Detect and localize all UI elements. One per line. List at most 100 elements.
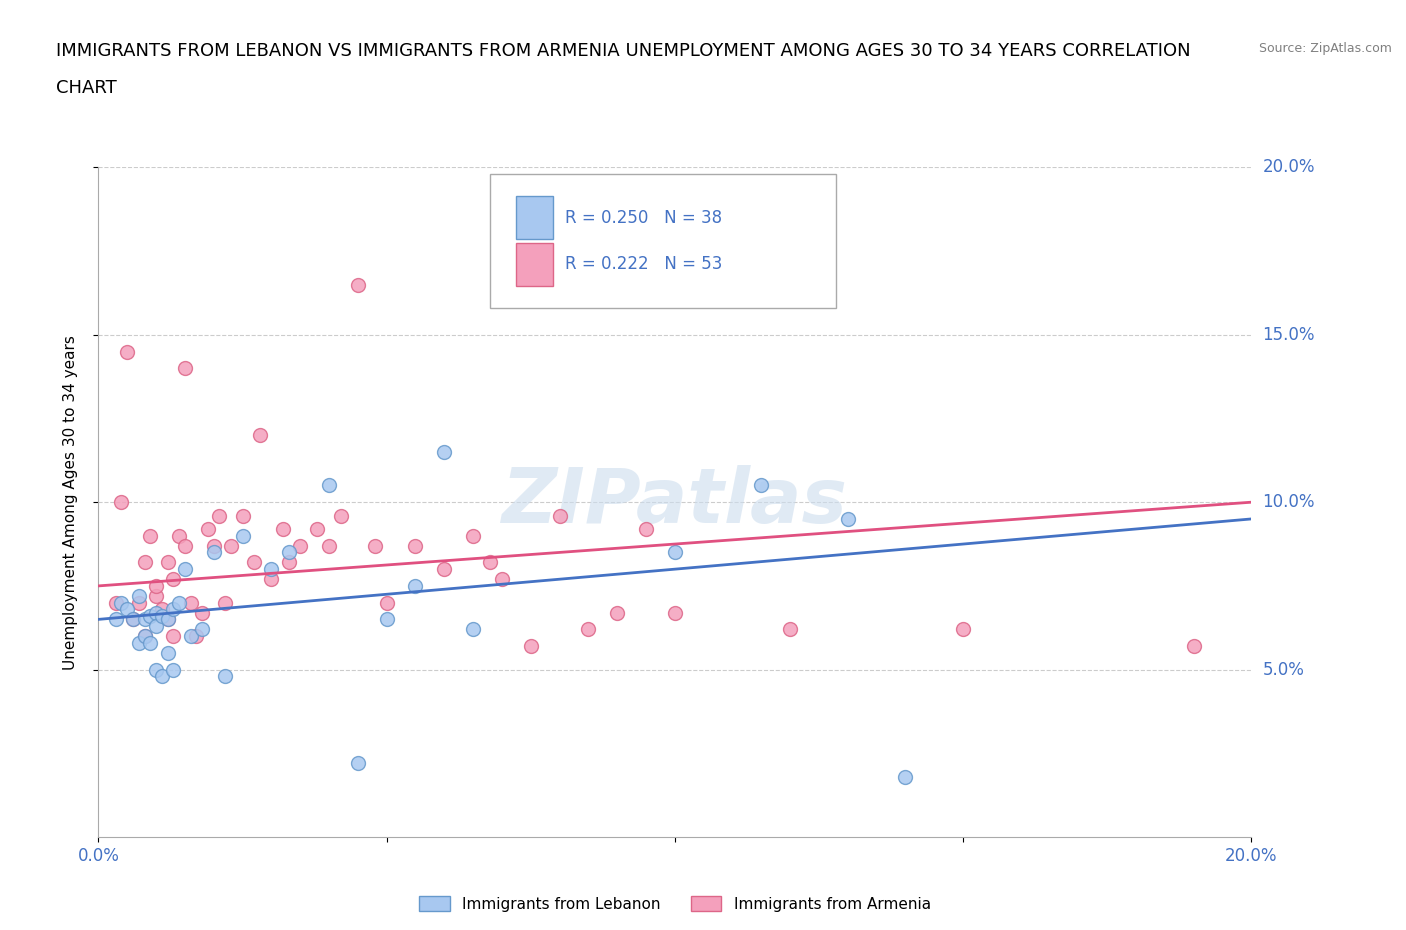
Text: 15.0%: 15.0% <box>1263 326 1315 344</box>
Point <box>128 635 150 650</box>
Point <box>139 635 162 650</box>
Point <box>346 756 368 771</box>
Point <box>122 612 145 627</box>
Text: Source: ZipAtlas.com: Source: ZipAtlas.com <box>1258 42 1392 55</box>
Text: 20.0%: 20.0% <box>1263 158 1315 177</box>
Point <box>260 562 283 577</box>
Point <box>134 629 156 644</box>
Point <box>167 595 190 610</box>
Point <box>433 562 456 577</box>
Text: R = 0.222   N = 53: R = 0.222 N = 53 <box>565 256 723 273</box>
Point <box>191 622 214 637</box>
Point <box>346 277 368 292</box>
Point <box>162 629 184 644</box>
Point <box>231 508 254 523</box>
Point <box>145 578 167 593</box>
Text: 5.0%: 5.0% <box>1263 660 1305 679</box>
Point <box>219 538 242 553</box>
Point <box>139 608 162 623</box>
Point <box>520 639 543 654</box>
Point <box>162 602 184 617</box>
Point <box>260 572 283 587</box>
Point <box>174 562 197 577</box>
Point <box>461 622 484 637</box>
FancyBboxPatch shape <box>491 174 837 308</box>
Point <box>894 769 917 784</box>
Point <box>405 578 427 593</box>
Point <box>186 629 208 644</box>
Point <box>162 662 184 677</box>
Point <box>128 595 150 610</box>
Point <box>364 538 387 553</box>
Point <box>249 428 271 443</box>
Point <box>197 522 219 537</box>
Point <box>180 595 202 610</box>
Point <box>837 512 859 526</box>
Point <box>277 555 299 570</box>
Point <box>318 478 340 493</box>
Point <box>952 622 974 637</box>
Point <box>110 595 132 610</box>
Point <box>145 605 167 620</box>
Point <box>606 605 628 620</box>
Point <box>134 555 156 570</box>
Point <box>128 589 150 604</box>
Point <box>134 612 156 627</box>
Point <box>104 612 127 627</box>
Point <box>156 612 179 627</box>
Point <box>405 538 427 553</box>
Point <box>202 545 225 560</box>
Point <box>318 538 340 553</box>
Point <box>156 612 179 627</box>
Point <box>150 608 173 623</box>
Point <box>375 612 398 627</box>
Point <box>243 555 266 570</box>
Point <box>145 618 167 633</box>
Text: IMMIGRANTS FROM LEBANON VS IMMIGRANTS FROM ARMENIA UNEMPLOYMENT AMONG AGES 30 TO: IMMIGRANTS FROM LEBANON VS IMMIGRANTS FR… <box>56 42 1191 60</box>
Point <box>461 528 484 543</box>
Point <box>167 528 190 543</box>
Point <box>479 555 502 570</box>
Point <box>208 508 231 523</box>
Point <box>145 662 167 677</box>
Point <box>664 605 686 620</box>
Point <box>433 445 456 459</box>
FancyBboxPatch shape <box>516 243 553 286</box>
Point <box>139 528 162 543</box>
Point <box>150 602 173 617</box>
Point <box>277 545 299 560</box>
Point <box>548 508 571 523</box>
Point <box>664 545 686 560</box>
Point <box>117 344 138 359</box>
Text: CHART: CHART <box>56 79 117 97</box>
Point <box>751 478 773 493</box>
Point <box>214 669 236 684</box>
Point <box>156 555 179 570</box>
Point <box>134 629 156 644</box>
Point <box>307 522 329 537</box>
Point <box>110 495 132 510</box>
Point <box>150 669 173 684</box>
Point <box>174 538 197 553</box>
Legend: Immigrants from Lebanon, Immigrants from Armenia: Immigrants from Lebanon, Immigrants from… <box>413 889 936 918</box>
Text: ZIPatlas: ZIPatlas <box>502 465 848 539</box>
Point <box>180 629 202 644</box>
Point <box>290 538 312 553</box>
FancyBboxPatch shape <box>516 196 553 239</box>
Point <box>271 522 294 537</box>
Point <box>117 602 138 617</box>
Point <box>145 589 167 604</box>
Point <box>375 595 398 610</box>
Point <box>636 522 658 537</box>
Point <box>162 572 184 587</box>
Point <box>578 622 600 637</box>
Point <box>174 361 197 376</box>
Point <box>1182 639 1205 654</box>
Point <box>156 645 179 660</box>
Y-axis label: Unemployment Among Ages 30 to 34 years: Unemployment Among Ages 30 to 34 years <box>63 335 77 670</box>
Point <box>191 605 214 620</box>
Point <box>122 612 145 627</box>
Point <box>214 595 236 610</box>
Point <box>779 622 801 637</box>
Point <box>491 572 513 587</box>
